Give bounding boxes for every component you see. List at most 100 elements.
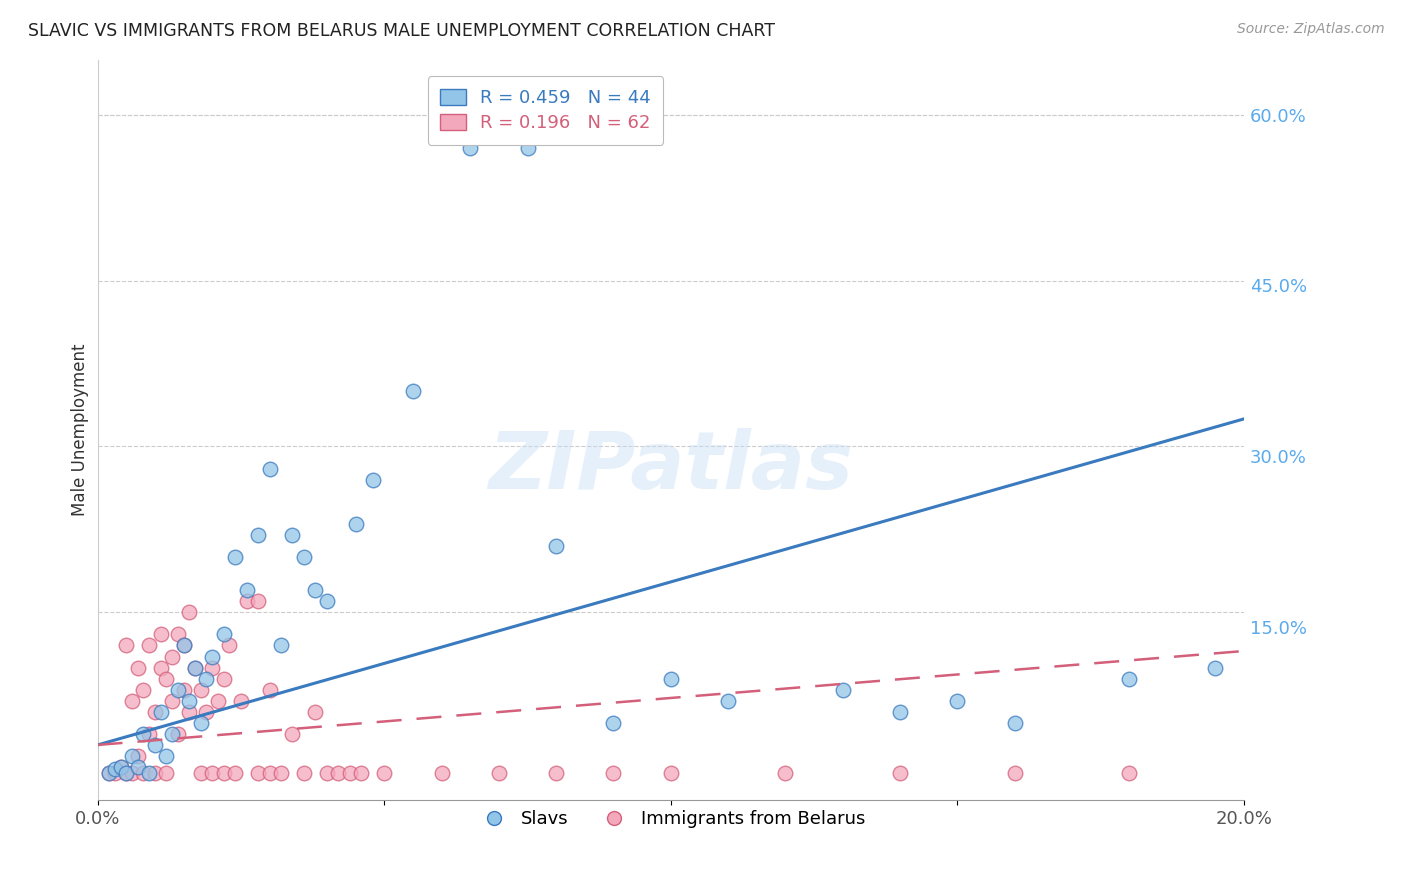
Point xyxy=(292,765,315,780)
Text: ZIPatlas: ZIPatlas xyxy=(488,428,853,506)
Point xyxy=(1004,765,1026,780)
Point xyxy=(831,682,853,697)
Point xyxy=(110,760,132,774)
Point xyxy=(224,765,246,780)
Point xyxy=(315,765,337,780)
Text: 45.0%: 45.0% xyxy=(1250,278,1308,296)
Point xyxy=(344,516,367,531)
Point xyxy=(160,694,183,708)
Point xyxy=(179,605,201,619)
Point xyxy=(115,639,138,653)
Point xyxy=(138,639,160,653)
Point xyxy=(98,765,121,780)
Point xyxy=(304,583,326,598)
Point xyxy=(430,765,453,780)
Point xyxy=(270,765,292,780)
Point xyxy=(149,627,172,641)
Point xyxy=(207,694,229,708)
Point xyxy=(179,705,201,719)
Point xyxy=(247,528,270,542)
Point xyxy=(546,539,568,553)
Point xyxy=(138,727,160,741)
Point xyxy=(1004,715,1026,730)
Point xyxy=(143,738,166,752)
Point xyxy=(195,705,218,719)
Point xyxy=(229,694,252,708)
Point xyxy=(659,765,682,780)
Point xyxy=(190,765,212,780)
Point xyxy=(149,660,172,674)
Point xyxy=(488,765,510,780)
Point xyxy=(166,682,188,697)
Point xyxy=(889,705,911,719)
Point xyxy=(138,765,160,780)
Point xyxy=(212,765,235,780)
Point xyxy=(373,765,395,780)
Point xyxy=(143,765,166,780)
Point xyxy=(458,141,481,155)
Point xyxy=(155,765,177,780)
Point xyxy=(235,594,257,608)
Point xyxy=(247,765,270,780)
Point xyxy=(281,727,304,741)
Point xyxy=(121,694,143,708)
Point xyxy=(104,762,127,776)
Y-axis label: Male Unemployment: Male Unemployment xyxy=(72,343,89,516)
Point xyxy=(659,672,682,686)
Point xyxy=(292,549,315,564)
Point xyxy=(173,639,195,653)
Point xyxy=(402,384,425,399)
Point xyxy=(127,749,149,764)
Point xyxy=(132,765,155,780)
Point xyxy=(235,583,257,598)
Point xyxy=(173,682,195,697)
Text: 60.0%: 60.0% xyxy=(1250,108,1306,126)
Point xyxy=(121,765,143,780)
Point xyxy=(259,461,281,475)
Text: 15.0%: 15.0% xyxy=(1250,620,1306,639)
Point xyxy=(1118,765,1140,780)
Point xyxy=(1118,672,1140,686)
Legend: Slavs, Immigrants from Belarus: Slavs, Immigrants from Belarus xyxy=(470,803,873,836)
Point xyxy=(516,141,538,155)
Point xyxy=(304,705,326,719)
Point xyxy=(149,705,172,719)
Text: Source: ZipAtlas.com: Source: ZipAtlas.com xyxy=(1237,22,1385,37)
Point xyxy=(127,760,149,774)
Point xyxy=(602,765,624,780)
Point xyxy=(350,765,373,780)
Point xyxy=(195,672,218,686)
Point xyxy=(259,682,281,697)
Point xyxy=(115,765,138,780)
Point xyxy=(166,727,188,741)
Point xyxy=(201,765,224,780)
Point xyxy=(121,749,143,764)
Point xyxy=(224,549,246,564)
Point xyxy=(184,660,207,674)
Point xyxy=(339,765,361,780)
Point xyxy=(946,694,969,708)
Point xyxy=(546,765,568,780)
Point xyxy=(315,594,337,608)
Point xyxy=(115,765,138,780)
Point xyxy=(155,749,177,764)
Point xyxy=(361,473,384,487)
Point xyxy=(160,727,183,741)
Point xyxy=(889,765,911,780)
Point xyxy=(184,660,207,674)
Point xyxy=(190,715,212,730)
Point xyxy=(179,694,201,708)
Text: 30.0%: 30.0% xyxy=(1250,450,1306,467)
Point xyxy=(166,627,188,641)
Point xyxy=(212,672,235,686)
Point xyxy=(1204,660,1226,674)
Point xyxy=(132,727,155,741)
Point xyxy=(155,672,177,686)
Point xyxy=(328,765,350,780)
Point xyxy=(201,660,224,674)
Point xyxy=(104,765,127,780)
Point xyxy=(143,705,166,719)
Point xyxy=(173,639,195,653)
Point xyxy=(212,627,235,641)
Point xyxy=(218,639,240,653)
